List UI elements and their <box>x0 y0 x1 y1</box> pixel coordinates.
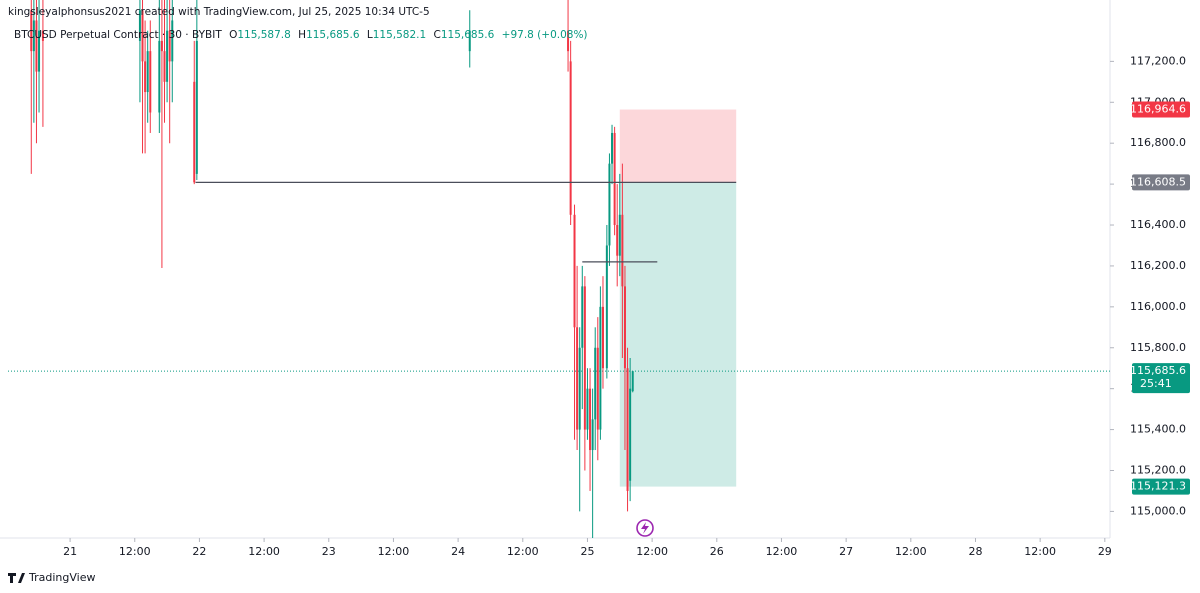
candle-body <box>626 368 629 491</box>
symbol-legend: BTCUSD Perpetual Contract · 30 · BYBIT O… <box>14 29 588 41</box>
x-tick-label: 22 <box>192 545 206 558</box>
brand: TradingView <box>28 571 95 584</box>
candle-body <box>141 10 144 62</box>
candle-body <box>567 30 570 52</box>
ohlc-key: O <box>229 29 237 41</box>
candle-body <box>605 245 608 369</box>
candle-body <box>41 30 44 41</box>
candle-body <box>589 388 592 451</box>
x-tick-label: 24 <box>451 545 465 558</box>
candle-body <box>193 81 196 183</box>
x-tick-label: 12:00 <box>119 545 151 558</box>
price-tag <box>1132 363 1190 394</box>
candle-body <box>30 10 33 52</box>
y-tick-label: 115,400.0 <box>1130 423 1186 436</box>
candle-body <box>618 214 621 256</box>
candle-body <box>578 347 581 430</box>
candle-body <box>32 20 35 52</box>
candle-body <box>599 306 602 430</box>
x-tick-label: 12:00 <box>766 545 798 558</box>
y-tick-label: 115,200.0 <box>1130 463 1186 476</box>
candle-body <box>616 225 619 256</box>
brand-logo: TradingView <box>8 571 95 584</box>
candle-body <box>171 20 174 62</box>
candle-body <box>158 40 161 113</box>
y-tick-label: 116,400.0 <box>1130 218 1186 231</box>
candle-body <box>581 286 584 348</box>
target-zone <box>619 182 737 487</box>
ohlc-value: 115,587.8 <box>237 29 290 41</box>
candle-body <box>160 40 163 52</box>
x-tick-label: 12:00 <box>1024 545 1056 558</box>
price-tag-label: 115,685.6 <box>1130 364 1186 377</box>
candle-body <box>468 30 471 52</box>
x-tick-label: 12:00 <box>636 545 668 558</box>
candle-body <box>166 30 169 82</box>
change: +97.8 (+0.08%) <box>502 29 588 41</box>
credit: kingsleyalphonsus2021 created with Tradi… <box>8 6 430 18</box>
x-tick-label: 26 <box>710 545 724 558</box>
candle-body <box>195 40 198 174</box>
x-tick-label: 28 <box>968 545 982 558</box>
price-tag-label: 116,964.6 <box>1130 103 1186 116</box>
candle-body <box>601 306 604 369</box>
candle-body <box>38 30 41 72</box>
candle-body <box>569 61 572 215</box>
candle-body <box>146 51 149 93</box>
x-tick-label: 25 <box>580 545 594 558</box>
candle-body <box>586 388 589 430</box>
price-tag-label: 115,121.3 <box>1130 480 1186 493</box>
candle-body <box>576 327 579 430</box>
ohlc-key: H <box>298 29 306 41</box>
candle-body <box>623 286 626 369</box>
y-tick-label: 116,000.0 <box>1130 300 1186 313</box>
ohlc-value: 115,685.6 <box>441 29 495 41</box>
candle-body <box>573 214 576 328</box>
candle-body <box>35 20 38 72</box>
x-tick-label: 12:00 <box>895 545 927 558</box>
countdown: 25:41 <box>1140 377 1172 390</box>
stop-zone <box>619 109 737 183</box>
alert-icon <box>636 519 654 537</box>
price-tag <box>1132 174 1190 191</box>
candle-body <box>594 347 597 420</box>
y-tick-label: 117,200.0 <box>1130 54 1186 67</box>
candle-body <box>608 163 611 246</box>
ohlc-key: C <box>434 29 441 41</box>
ohlc-key: L <box>367 29 373 41</box>
x-tick-label: 29 <box>1098 545 1112 558</box>
candle-body <box>163 51 166 82</box>
candle-body <box>629 388 632 481</box>
candle-body <box>138 10 141 41</box>
y-tick-label: 115,000.0 <box>1130 504 1186 517</box>
candle-body <box>596 347 599 430</box>
x-tick-label: 27 <box>839 545 853 558</box>
candle-body <box>631 371 634 392</box>
symbol: BTCUSD Perpetual Contract · 30 · BYBIT <box>14 29 222 41</box>
x-tick-label: 23 <box>322 545 336 558</box>
x-tick-label: 21 <box>63 545 77 558</box>
candle-body <box>621 214 624 287</box>
candle-body <box>583 286 586 430</box>
candle-body <box>144 61 147 93</box>
plot-area <box>8 0 1110 538</box>
price-tag <box>1132 101 1190 118</box>
x-tick-label: 12:00 <box>248 545 280 558</box>
ohlc-value: 115,582.1 <box>373 29 426 41</box>
price-tag-label: 116,608.5 <box>1130 175 1186 188</box>
candle-body <box>611 132 614 164</box>
ohlc-value: 115,685.6 <box>306 29 360 41</box>
y-tick-label: 115,800.0 <box>1130 341 1186 354</box>
candle-body <box>168 30 171 62</box>
x-tick-label: 12:00 <box>378 545 410 558</box>
candle-body <box>149 51 152 113</box>
price-tag <box>1132 478 1190 495</box>
candle-body <box>591 419 594 451</box>
x-tick-label: 12:00 <box>507 545 539 558</box>
y-tick-label: 116,800.0 <box>1130 136 1186 149</box>
y-tick-label: 116,200.0 <box>1130 259 1186 272</box>
candle-body <box>613 132 616 226</box>
